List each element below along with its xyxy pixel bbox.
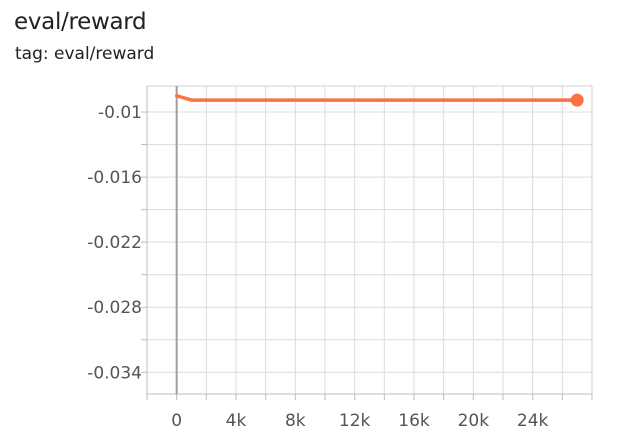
y-tick-label: -0.028 — [87, 298, 142, 318]
y-tick-label: -0.016 — [87, 168, 142, 188]
axes — [141, 86, 593, 400]
tick-labels: 0 4k 8k 12k 16k 20k 24k -0.01 -0.016 -0.022 -0.028… — [87, 103, 548, 431]
x-tick-label: 20k — [458, 411, 490, 431]
series-line — [174, 94, 579, 102]
x-tick-label: 0 — [171, 411, 182, 431]
x-tick-label: 4k — [226, 411, 247, 431]
x-tick-label: 12k — [339, 411, 371, 431]
y-tick-label: -0.034 — [87, 363, 142, 383]
y-tick-label: -0.022 — [87, 233, 142, 253]
grid — [146, 85, 593, 394]
series-layer — [174, 93, 584, 107]
x-tick-label: 16k — [398, 411, 430, 431]
x-tick-label: 24k — [517, 411, 549, 431]
x-tick-label: 8k — [285, 411, 306, 431]
series-last-point-marker — [570, 93, 584, 107]
chart-subtitle: tag: eval/reward — [15, 44, 155, 64]
chart-title: eval/reward — [14, 9, 147, 35]
y-tick-label: -0.01 — [98, 103, 142, 123]
